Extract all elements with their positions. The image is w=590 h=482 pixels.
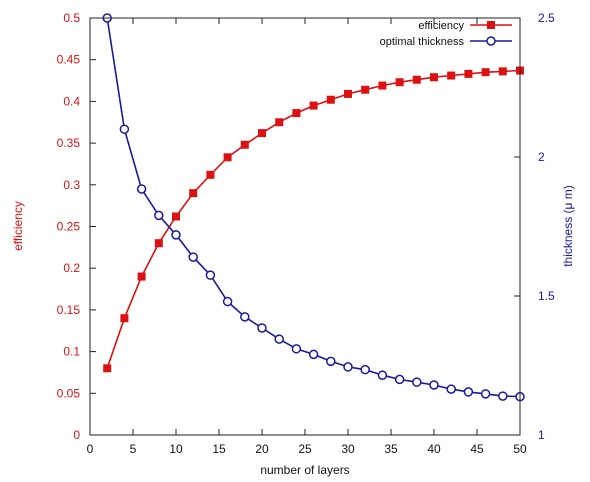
data-point-efficiency (378, 81, 387, 90)
data-point-optimal-thickness (412, 377, 422, 387)
x-tick-label: 5 (130, 442, 137, 456)
left-tick-label: 0.3 (63, 178, 80, 192)
data-point-efficiency (309, 101, 318, 110)
data-point-efficiency (275, 118, 284, 127)
data-point-optimal-thickness (188, 252, 198, 262)
data-point-optimal-thickness (326, 356, 336, 367)
data-point-optimal-thickness (222, 296, 233, 307)
data-point-optimal-thickness (119, 124, 130, 134)
data-point-efficiency (172, 212, 180, 221)
plot-frame (89, 17, 521, 436)
left-tick-label: 0.25 (57, 220, 81, 234)
x-axis-title: number of layers (260, 463, 349, 477)
x-tick-label: 10 (169, 442, 183, 456)
data-point-optimal-thickness (257, 323, 267, 333)
data-point-efficiency (240, 140, 249, 149)
right-tick-label: 2 (538, 150, 545, 164)
right-tick-label: 1.5 (538, 289, 555, 303)
data-point-optimal-thickness (205, 270, 216, 280)
x-tick-label: 25 (298, 442, 312, 456)
data-point-efficiency (395, 78, 404, 87)
data-point-efficiency (412, 75, 421, 84)
data-point-optimal-thickness (429, 380, 439, 390)
x-tick-label: 40 (427, 442, 441, 456)
x-tick-label: 35 (384, 442, 398, 456)
data-point-efficiency (223, 153, 232, 162)
left-tick-label: 0.1 (63, 345, 80, 359)
data-point-efficiency (326, 95, 335, 104)
ticks-layer: 0 5 10 15 20 25 30 35 40 45 50 0 0.05 0.1 0.15 0.2 0.25 0… (57, 11, 555, 456)
data-point-optimal-thickness (463, 387, 474, 397)
data-point-optimal-thickness (308, 349, 319, 360)
data-point-efficiency (103, 364, 112, 373)
data-point-efficiency (292, 109, 301, 118)
data-point-efficiency (258, 129, 266, 138)
left-axis-title: efficiency (11, 201, 25, 251)
data-point-efficiency (154, 239, 163, 248)
legend-label-optimal-thickness: optimal thickness (380, 36, 465, 48)
data-point-optimal-thickness (274, 334, 284, 344)
data-point-efficiency (447, 71, 456, 80)
left-tick-label: 0.5 (63, 11, 80, 25)
left-tick-label: 0 (73, 428, 80, 442)
left-tick-label: 0.15 (57, 303, 81, 317)
data-point-efficiency (464, 69, 473, 78)
data-point-optimal-thickness (291, 344, 302, 354)
x-tick-label: 45 (470, 442, 484, 456)
data-point-efficiency (344, 89, 352, 98)
data-point-efficiency (361, 85, 370, 94)
legend: efficiency optimal thickness (380, 20, 512, 48)
data-point-efficiency (481, 68, 490, 77)
data-point-optimal-thickness (343, 362, 353, 372)
data-point-optimal-thickness (377, 370, 388, 380)
data-point-optimal-thickness (154, 210, 164, 221)
left-tick-label: 0.2 (63, 261, 80, 275)
right-axis-title: thickness (μ m) (561, 185, 575, 267)
right-tick-label: 2.5 (538, 11, 555, 25)
x-tick-label: 15 (212, 442, 226, 456)
data-point-optimal-thickness (240, 312, 250, 322)
x-tick-label: 50 (513, 442, 527, 456)
series-layer (102, 13, 525, 402)
data-point-efficiency (206, 170, 215, 179)
data-point-efficiency (189, 189, 198, 198)
x-tick-label: 0 (87, 442, 94, 456)
left-tick-label: 0.35 (57, 136, 81, 150)
legend-marker-optimal-thickness (486, 36, 496, 46)
data-point-efficiency (498, 67, 507, 76)
left-tick-label: 0.45 (57, 53, 81, 67)
data-point-efficiency (120, 314, 129, 323)
data-point-optimal-thickness (446, 384, 456, 394)
data-point-efficiency (137, 272, 146, 281)
data-point-optimal-thickness (498, 391, 508, 401)
right-tick-label: 1 (538, 428, 545, 442)
data-point-efficiency (430, 73, 438, 82)
data-point-optimal-thickness (360, 364, 370, 375)
legend-label-efficiency: efficiency (418, 20, 464, 32)
x-tick-label: 30 (341, 442, 355, 456)
data-point-optimal-thickness (171, 230, 181, 240)
data-point-optimal-thickness (394, 374, 405, 385)
left-tick-label: 0.4 (63, 94, 80, 108)
left-tick-label: 0.05 (57, 386, 81, 400)
data-point-optimal-thickness (480, 389, 491, 399)
data-point-optimal-thickness (136, 184, 147, 194)
legend-marker-efficiency (487, 21, 495, 29)
x-tick-label: 20 (255, 442, 269, 456)
